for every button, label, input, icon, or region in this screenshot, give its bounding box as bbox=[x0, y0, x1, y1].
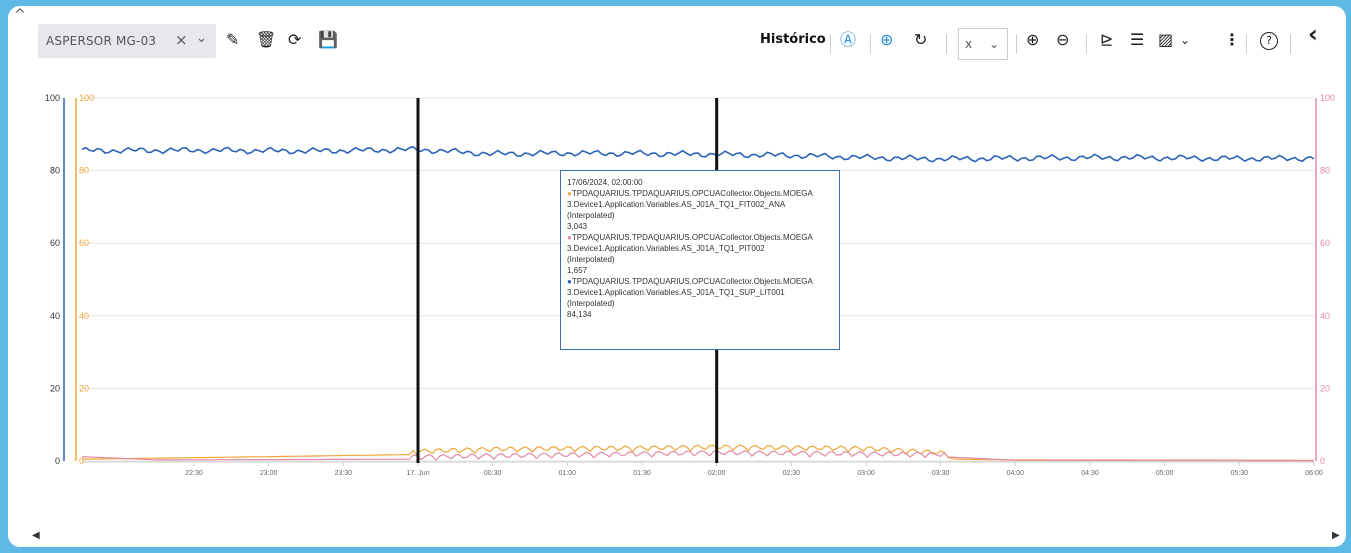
y-tick-label: 80 bbox=[1320, 166, 1330, 176]
toolbar: ASPERSOR MG-03 × ⌄ ✎ 🗑 ⟳ 💾 Histórico Ⓐ ⊕… bbox=[8, 22, 1346, 62]
x-tick-label: 04:30 bbox=[1081, 470, 1099, 477]
y-tick-label: 40 bbox=[50, 311, 60, 321]
tag-selector[interactable]: ASPERSOR MG-03 × ⌄ bbox=[38, 24, 216, 58]
x-tick-label: 00:30 bbox=[484, 470, 502, 477]
auto-icon[interactable]: Ⓐ bbox=[840, 30, 857, 49]
x-tick-label: 23:00 bbox=[260, 470, 278, 477]
axes: 0 20 40 60 80 100 0 20 40 60 80 100 0 20 40 60 80 100 22:3… bbox=[45, 93, 1335, 477]
reset-icon[interactable]: ↻ bbox=[914, 30, 928, 49]
y-tick-label: 60 bbox=[50, 238, 60, 248]
series-dot-icon: ● bbox=[567, 277, 572, 286]
y-tick-label: 20 bbox=[1320, 383, 1330, 393]
axis-select[interactable]: x ⌄ bbox=[958, 28, 1008, 60]
x-tick-label: 22:30 bbox=[185, 470, 203, 477]
x-tick-label: 01:00 bbox=[559, 470, 577, 477]
clear-icon[interactable]: × bbox=[175, 31, 188, 49]
y-tick-label: 40 bbox=[1320, 311, 1330, 321]
y-tick-label: 100 bbox=[1320, 93, 1335, 103]
series bbox=[81, 145, 1315, 462]
divider bbox=[1016, 34, 1017, 54]
y-tick-label: 100 bbox=[45, 93, 60, 103]
y-tick-label: 60 bbox=[79, 238, 89, 248]
y-tick-label: 0 bbox=[79, 456, 84, 466]
save-icon[interactable]: 💾 bbox=[318, 30, 338, 49]
zoom-out-icon[interactable]: ⊖ bbox=[1056, 30, 1070, 49]
x-tick-label: 23:30 bbox=[335, 470, 353, 477]
refresh-icon[interactable]: ⟳ bbox=[288, 30, 302, 49]
tooltip-series-3-value: 84,134 bbox=[567, 310, 592, 319]
divider bbox=[1290, 34, 1291, 54]
chevron-down-icon[interactable]: ⌄ bbox=[196, 31, 207, 46]
chart[interactable]: 0 20 40 60 80 100 0 20 40 60 80 100 0 20 40 60 80 100 22:3… bbox=[8, 6, 1346, 547]
zoom-in-icon[interactable]: ⊕ bbox=[1026, 30, 1040, 49]
divider bbox=[1246, 34, 1247, 54]
list-icon[interactable]: ☰ bbox=[1130, 30, 1145, 49]
chart-panel: ^ ASPERSOR MG-03 × ⌄ ✎ 🗑 ⟳ 💾 Histórico Ⓐ… bbox=[8, 6, 1346, 547]
y-tick-label: 80 bbox=[79, 166, 89, 176]
y-tick-label: 0 bbox=[1320, 456, 1325, 466]
tag-name: ASPERSOR MG-03 bbox=[46, 34, 157, 48]
tooltip-series-1-line1: TPDAQUARIUS.TPDAQUARIUS.OPCUACollector.O… bbox=[571, 189, 813, 198]
scroll-right-icon[interactable]: ▶ bbox=[1332, 530, 1340, 541]
tooltip-series-1-line2: 3.Device1.Application.Variables.AS_J01A_… bbox=[567, 200, 786, 209]
x-tick-label: 01:30 bbox=[633, 470, 651, 477]
tooltip-series-1-value: 3,043 bbox=[567, 222, 588, 231]
tooltip-series-3-line1: TPDAQUARIUS.TPDAQUARIUS.OPCUACollector.O… bbox=[571, 277, 813, 286]
help-icon[interactable]: ? bbox=[1260, 32, 1278, 50]
tooltip-series-1-interp: (Interpolated) bbox=[567, 211, 615, 220]
tooltip-timestamp: 17/06/2024, 02:00:00 bbox=[567, 178, 643, 187]
edit-icon[interactable]: ✎ bbox=[226, 30, 240, 49]
divider bbox=[870, 34, 871, 54]
tooltip-series-2-line1: TPDAQUARIUS.TPDAQUARIUS.OPCUACollector.O… bbox=[571, 233, 813, 242]
divider bbox=[1086, 34, 1087, 54]
y-tick-label: 20 bbox=[50, 383, 60, 393]
x-tick-label: 17. Jun bbox=[407, 470, 430, 477]
series-line-pink bbox=[81, 449, 1314, 462]
axis-select-value: x bbox=[965, 37, 973, 51]
x-tick-label: 04:00 bbox=[1007, 470, 1025, 477]
y-tick-label: 40 bbox=[79, 311, 89, 321]
series-line-blue bbox=[81, 145, 1315, 163]
y-tick-label: 20 bbox=[79, 383, 89, 393]
chevron-down-icon: ⌄ bbox=[989, 37, 1000, 51]
tooltip-series-2-interp: (Interpolated) bbox=[567, 255, 615, 264]
x-tick-label: 06:00 bbox=[1305, 470, 1323, 477]
tooltip-series-2-line2: 3.Device1.Application.Variables.AS_J01A_… bbox=[567, 244, 765, 253]
x-tick-label: 05:00 bbox=[1156, 470, 1174, 477]
x-tick-label: 02:00 bbox=[708, 470, 726, 477]
series-dot-icon: ● bbox=[567, 233, 572, 242]
y-tick-label: 80 bbox=[50, 166, 60, 176]
x-tick-label: 03:30 bbox=[932, 470, 950, 477]
collapse-icon[interactable]: ^ bbox=[14, 7, 26, 23]
x-tick-label: 02:30 bbox=[783, 470, 801, 477]
y-tick-label: 60 bbox=[1320, 238, 1330, 248]
tooltip-series-3-line2: 3.Device1.Application.Variables.AS_J01A_… bbox=[567, 288, 785, 297]
series-dot-icon: ● bbox=[567, 189, 572, 198]
divider bbox=[946, 34, 947, 54]
tooltip-series-3-interp: (Interpolated) bbox=[567, 299, 615, 308]
chevron-down-icon[interactable]: ⌄ bbox=[1180, 33, 1191, 47]
scroll-left-icon[interactable]: ◀ bbox=[32, 530, 40, 541]
divider bbox=[830, 34, 831, 54]
tooltip-series-2-value: 1,657 bbox=[567, 266, 588, 275]
back-icon[interactable]: ‹ bbox=[1308, 20, 1318, 48]
cursor-icon[interactable]: ⊵ bbox=[1100, 30, 1114, 49]
x-tick-label: 05:30 bbox=[1231, 470, 1249, 477]
trash-icon[interactable]: 🗑 bbox=[256, 30, 277, 49]
mode-label[interactable]: Histórico bbox=[760, 32, 826, 47]
y-tick-label: 0 bbox=[55, 456, 60, 466]
chart-type-icon[interactable]: ▨ bbox=[1158, 30, 1174, 49]
more-icon[interactable]: ⋮ bbox=[1224, 30, 1240, 49]
tooltip: 17/06/2024, 02:00:00 ●TPDAQUARIUS.TPDAQU… bbox=[560, 170, 840, 350]
y-tick-label: 100 bbox=[79, 93, 94, 103]
x-tick-label: 03:00 bbox=[857, 470, 875, 477]
zoom-icon[interactable]: ⊕ bbox=[880, 30, 894, 49]
